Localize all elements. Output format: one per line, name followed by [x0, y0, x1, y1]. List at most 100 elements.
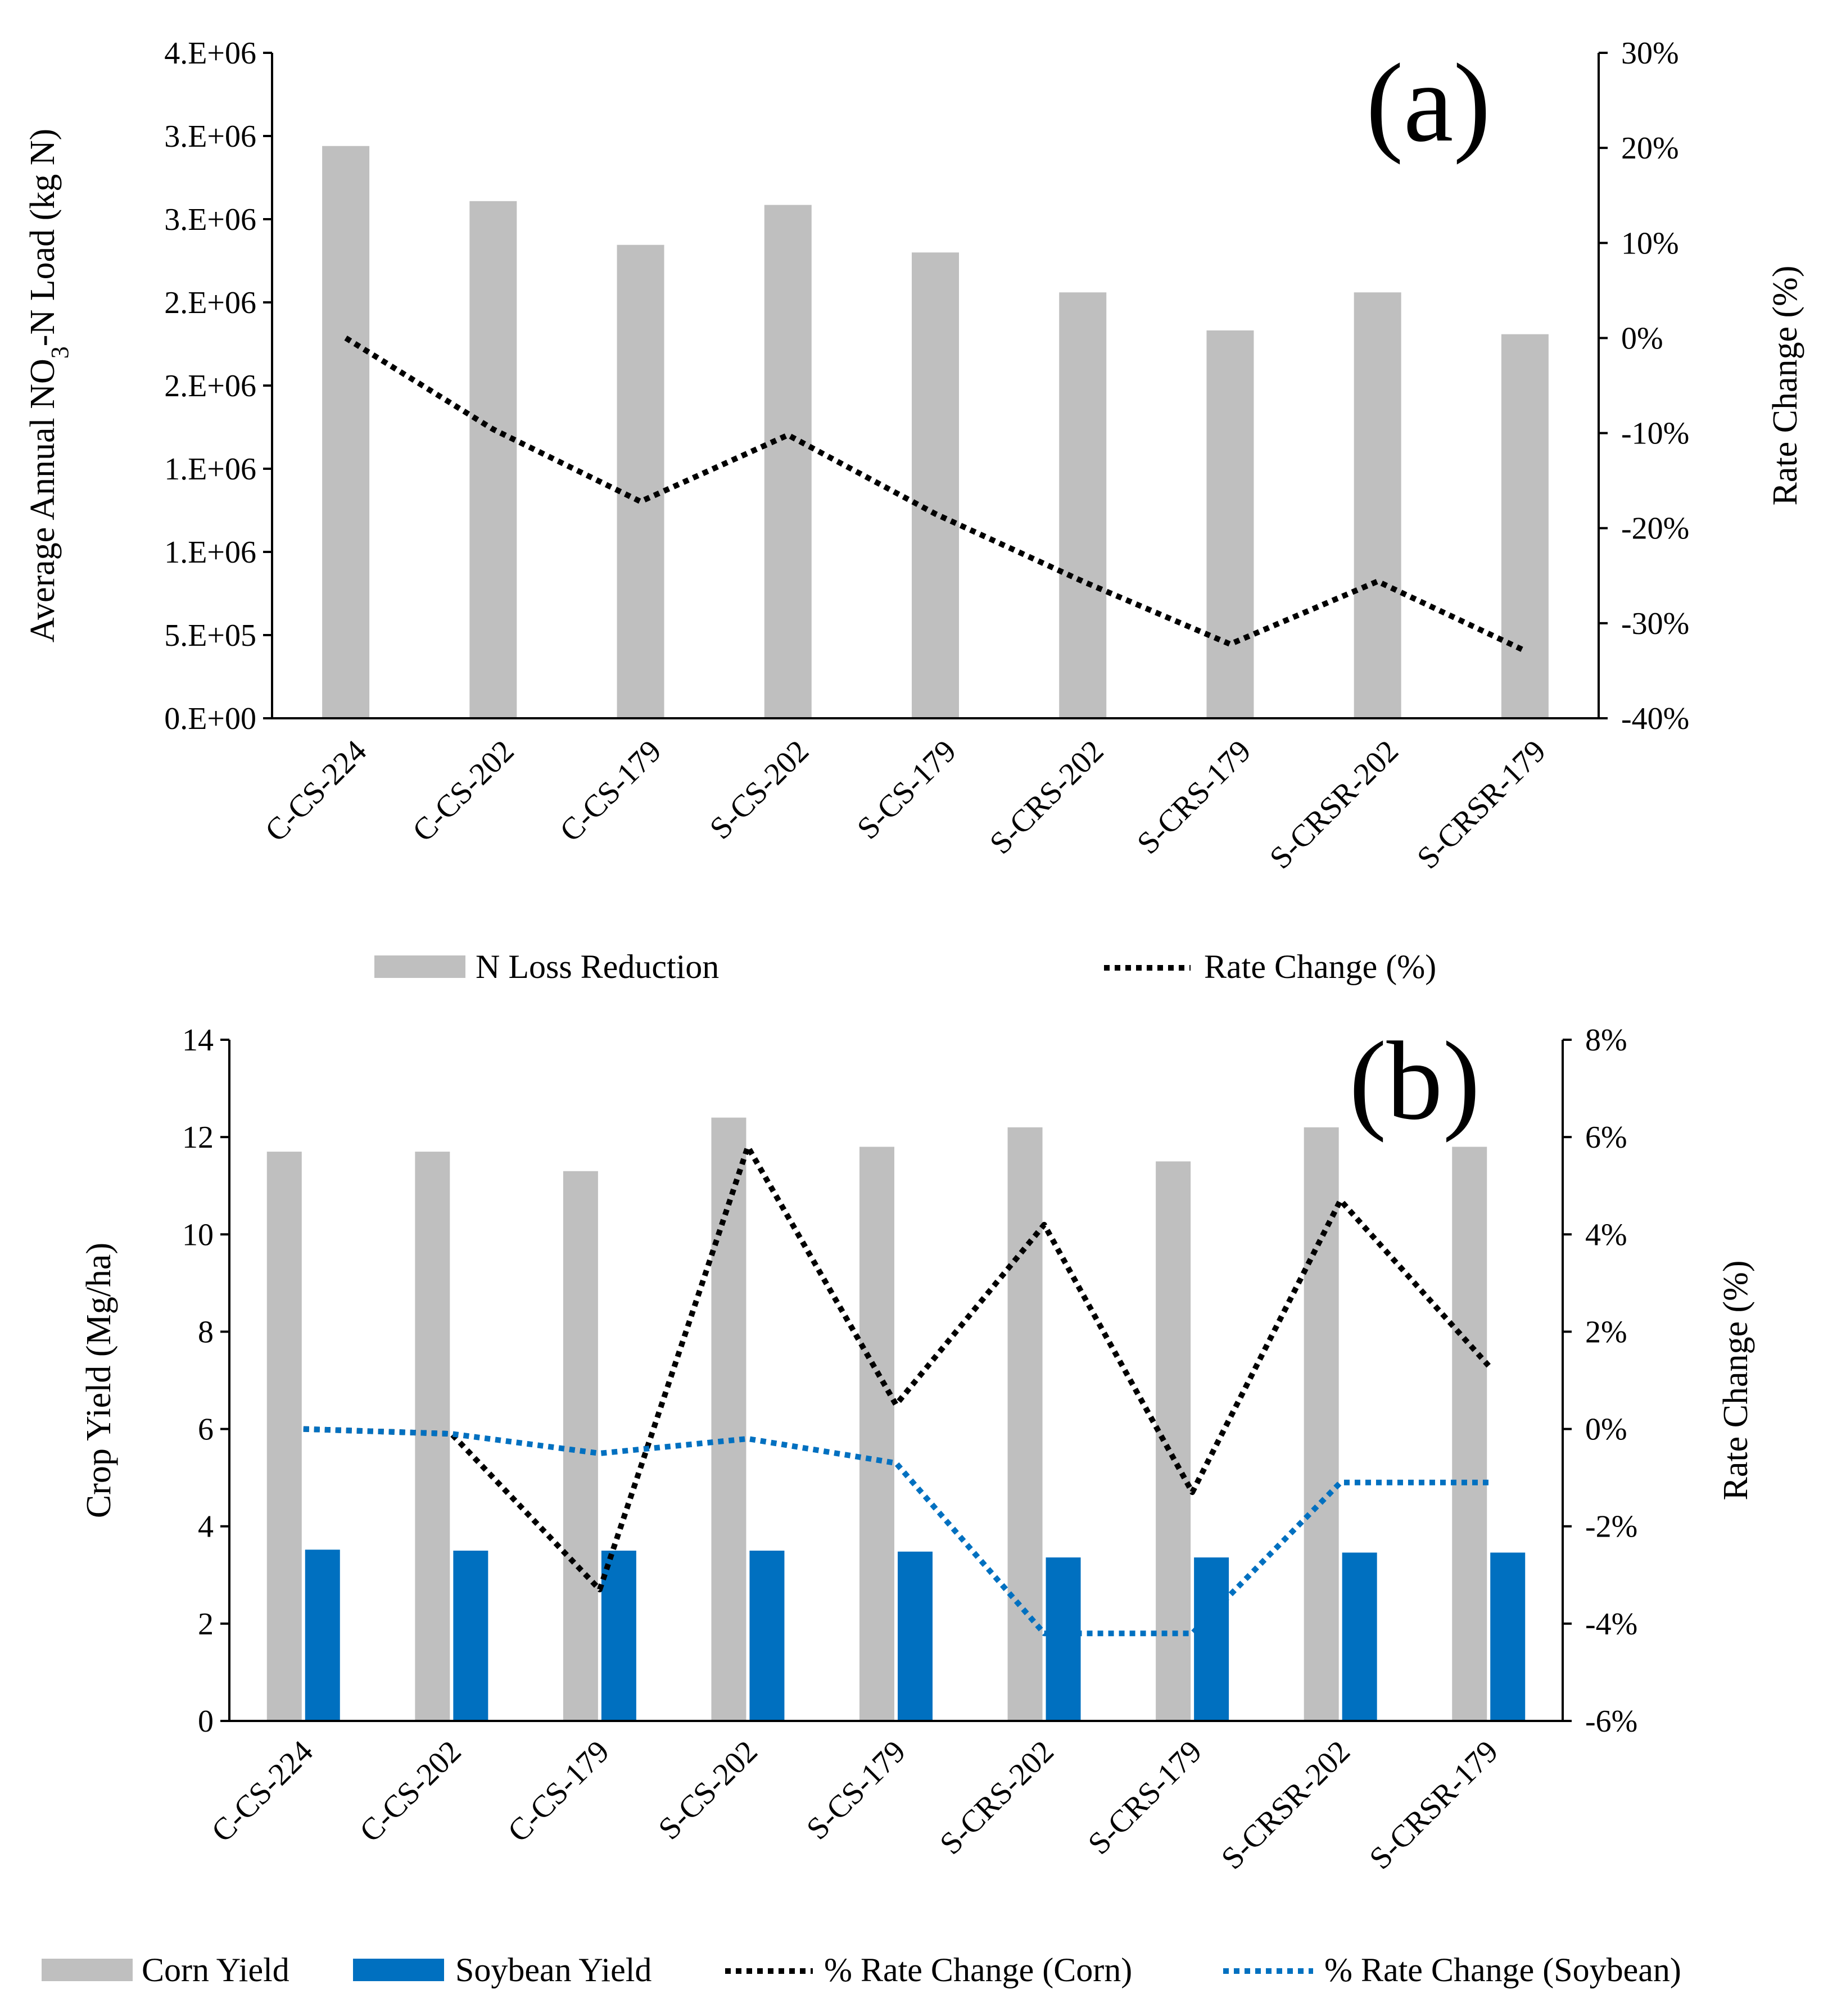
- bar-n-loss-reduction-s-crsr-179: [1501, 334, 1549, 718]
- category-label-s-crs-202: S-CRS-202: [983, 733, 1110, 860]
- y2-tick-label: 6%: [1585, 1120, 1627, 1155]
- y2-tick-label: 0%: [1585, 1412, 1627, 1447]
- bar-n-loss-reduction-c-cs-179: [617, 244, 664, 718]
- y-tick-label: 6: [198, 1412, 214, 1447]
- y-tick-label: 1.E+06: [164, 535, 256, 570]
- category-label-c-cs-224: C-CS-224: [259, 733, 373, 848]
- chart-b-y2-ticks: -6% -4% -2% 0% 2% 4% 6% 8%: [1563, 1023, 1637, 1739]
- y2-tick-label: -20%: [1621, 511, 1689, 546]
- bar-corn-yield-c-cs-179: [563, 1171, 598, 1721]
- y2-tick-label: -4%: [1585, 1607, 1637, 1642]
- y2-tick-label: 8%: [1585, 1023, 1627, 1058]
- bar-n-loss-reduction-c-cs-202: [469, 201, 517, 718]
- chart-b-bars: [266, 1117, 1526, 1721]
- category-label-s-crsr-202: S-CRSR-202: [1263, 733, 1405, 876]
- y-tick-label: 0: [198, 1704, 214, 1739]
- legend-label-soybean-rate-change: % Rate Change (Soybean): [1324, 1951, 1681, 1988]
- y2-tick-label: -2%: [1585, 1510, 1637, 1544]
- chart-b: 0 2 4 6 8 10 12 14 -6% -4% -2% 0% 2% 4% 6% 8% C-CS-224…: [42, 1019, 1755, 1988]
- legend-swatch-corn-yield: [42, 1959, 133, 1981]
- y2-tick-label: -30%: [1621, 606, 1689, 641]
- category-label-c-cs-202: C-CS-202: [406, 733, 521, 848]
- chart-a-category-labels: C-CS-224 C-CS-202 C-CS-179 S-CS-202 S-CS-179…: [259, 733, 1553, 876]
- bar-n-loss-reduction-s-cs-179: [912, 252, 959, 718]
- chart-a-bars: [322, 146, 1549, 719]
- chart-a-y-ticks: 0.E+00 5.E+05 1.E+06 1.E+06 2.E+06 2.E+06 3.E+…: [164, 36, 272, 736]
- y-tick-label: 14: [182, 1023, 214, 1058]
- bar-soybean-yield-s-crs-179: [1194, 1557, 1229, 1721]
- chart-b-y2-axis-title: Rate Change (%): [1717, 1261, 1755, 1501]
- y-tick-label: 3.E+06: [164, 202, 256, 237]
- bar-soybean-yield-s-cs-202: [749, 1551, 785, 1721]
- chart-b-y-axis-title: Crop Yield (Mg/ha): [80, 1243, 118, 1518]
- bar-soybean-yield-s-crsr-202: [1342, 1552, 1377, 1721]
- chart-b-legend: Corn Yield Soybean Yield % Rate Change (…: [42, 1951, 1681, 1988]
- category-label-s-cs-179: S-CS-179: [800, 1734, 912, 1846]
- y2-tick-label: -40%: [1621, 701, 1689, 736]
- category-label-s-cs-202: S-CS-202: [703, 733, 816, 846]
- bar-corn-yield-s-crsr-179: [1452, 1147, 1487, 1721]
- bar-soybean-yield-s-crs-202: [1046, 1557, 1081, 1721]
- y2-tick-label: 0%: [1621, 321, 1663, 356]
- line-rate-change: [344, 336, 1527, 654]
- chart-a-panel-label: (a): [1366, 41, 1491, 165]
- chart-a-y2-axis-title: Rate Change (%): [1766, 266, 1804, 506]
- category-label-c-cs-224: C-CS-224: [205, 1734, 320, 1849]
- chart-b-y-ticks: 0 2 4 6 8 10 12 14: [182, 1023, 229, 1739]
- y-tick-label: 5.E+05: [164, 618, 256, 653]
- category-label-s-crs-179: S-CRS-179: [1082, 1734, 1209, 1861]
- bar-soybean-yield-c-cs-202: [453, 1551, 488, 1721]
- bar-n-loss-reduction-c-cs-224: [322, 146, 370, 718]
- y-tick-label: 8: [198, 1315, 214, 1349]
- line-rate-change-soybean: [303, 1426, 1489, 1637]
- chart-a-y2-ticks: -40% -30% -20% -10% 0% 10% 20% 30%: [1599, 36, 1689, 736]
- y-tick-label: 2.E+06: [164, 369, 256, 404]
- category-label-s-crsr-179: S-CRSR-179: [1410, 733, 1553, 876]
- legend-label-n-loss-reduction: N Loss Reduction: [476, 948, 719, 985]
- y-tick-label: 0.E+00: [164, 701, 256, 736]
- bar-corn-yield-s-cs-202: [711, 1117, 746, 1721]
- category-label-s-cs-202: S-CS-202: [652, 1734, 764, 1846]
- legend-label-rate-change: Rate Change (%): [1204, 948, 1436, 985]
- y-tick-label: 4.E+06: [164, 36, 256, 71]
- bar-n-loss-reduction-s-crsr-202: [1354, 292, 1401, 718]
- chart-b-rate-lines: [303, 1144, 1491, 1637]
- y-tick-label: 2: [198, 1607, 214, 1642]
- bar-corn-yield-c-cs-224: [266, 1152, 302, 1721]
- bar-corn-yield-s-crs-202: [1007, 1127, 1043, 1721]
- y-tick-label: 1.E+06: [164, 452, 256, 487]
- legend-label-soybean-yield: Soybean Yield: [455, 1951, 651, 1988]
- bar-soybean-yield-s-crsr-179: [1490, 1552, 1526, 1721]
- y2-tick-label: 20%: [1621, 131, 1679, 166]
- chart-a-y-axis-title: Average Annual NO3-N Load (kg N): [24, 129, 74, 642]
- category-label-s-crsr-179: S-CRSR-179: [1363, 1734, 1505, 1876]
- category-label-c-cs-179: C-CS-179: [553, 733, 668, 848]
- chart-a-rate-line: [344, 336, 1527, 654]
- chart-a-legend: N Loss Reduction Rate Change (%): [374, 948, 1436, 985]
- y2-tick-label: -6%: [1585, 1704, 1637, 1739]
- bar-soybean-yield-s-cs-179: [898, 1551, 933, 1721]
- y-tick-label: 2.E+06: [164, 286, 256, 320]
- category-label-c-cs-202: C-CS-202: [353, 1734, 468, 1849]
- bar-corn-yield-s-cs-179: [859, 1147, 894, 1721]
- chart-b-category-labels: C-CS-224 C-CS-202 C-CS-179 S-CS-202 S-CS-179…: [205, 1734, 1505, 1876]
- category-label-s-crs-202: S-CRS-202: [933, 1734, 1060, 1861]
- category-label-s-crsr-202: S-CRSR-202: [1215, 1734, 1357, 1876]
- y-tick-label: 4: [198, 1510, 214, 1544]
- line-rate-change-corn: [303, 1144, 1491, 1593]
- legend-label-corn-rate-change: % Rate Change (Corn): [824, 1951, 1132, 1988]
- y-tick-label: 3.E+06: [164, 119, 256, 154]
- legend-swatch-soybean-yield: [353, 1959, 444, 1981]
- bar-n-loss-reduction-s-cs-202: [764, 205, 812, 719]
- category-label-s-crs-179: S-CRS-179: [1130, 733, 1257, 860]
- chart-b-panel-label: (b): [1349, 1019, 1480, 1143]
- legend-swatch-n-loss-reduction: [374, 955, 465, 978]
- bar-soybean-yield-c-cs-224: [305, 1550, 340, 1721]
- y2-tick-label: 4%: [1585, 1217, 1627, 1252]
- y-tick-label: 12: [182, 1120, 214, 1155]
- category-label-c-cs-179: C-CS-179: [501, 1734, 616, 1849]
- category-label-s-cs-179: S-CS-179: [850, 733, 963, 846]
- y2-tick-label: -10%: [1621, 416, 1689, 451]
- y2-tick-label: 2%: [1585, 1315, 1627, 1349]
